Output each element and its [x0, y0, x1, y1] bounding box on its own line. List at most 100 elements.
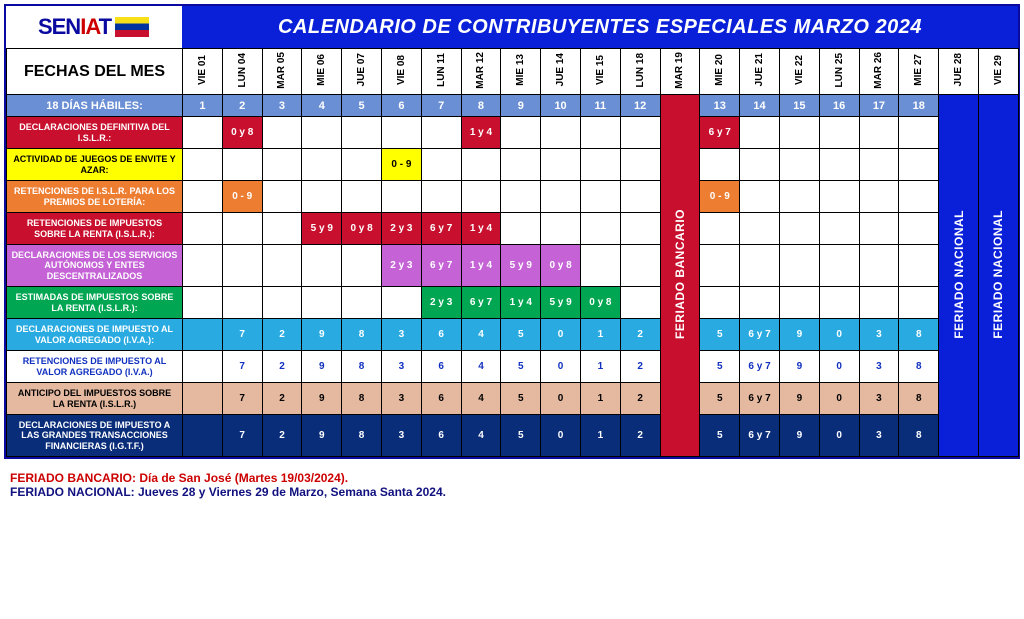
cell [740, 117, 780, 149]
cell [262, 117, 302, 149]
title-bar: SENIAT CALENDARIO DE CONTRIBUYENTES ESPE… [6, 6, 1018, 48]
cell [859, 245, 899, 287]
flag-icon [115, 17, 149, 37]
cell: 1 y 4 [501, 287, 541, 319]
cell [899, 287, 939, 319]
date-header: VIE 15 [580, 49, 620, 95]
cell: 2 [262, 383, 302, 415]
cell: 1 [580, 319, 620, 351]
cell [421, 149, 461, 181]
cell: 2 [620, 415, 660, 457]
cell: 9 [302, 319, 342, 351]
logo-sen: SEN [38, 14, 80, 39]
feriado-nacional-cell: FERIADO NACIONAL [939, 95, 979, 457]
cell [302, 181, 342, 213]
cell [859, 213, 899, 245]
cell [620, 213, 660, 245]
date-header: VIE 29 [978, 49, 1018, 95]
category-label-ret-loteria: RETENCIONES DE I.S.L.R. PARA LOS PREMIOS… [7, 181, 183, 213]
category-label-ret-iva: RETENCIONES DE IMPUESTO AL VALOR AGREGAD… [7, 351, 183, 383]
category-label-juegos: ACTIVIDAD DE JUEGOS DE ENVITE Y AZAR: [7, 149, 183, 181]
dia-habil-number: 4 [302, 95, 342, 117]
cell: 0 - 9 [700, 181, 740, 213]
cell [461, 181, 501, 213]
cell: 7 [222, 319, 262, 351]
calendar-table: FECHAS DEL MESVIE 01LUN 04MAR 05MIE 06JU… [6, 48, 1019, 457]
date-header: MIE 06 [302, 49, 342, 95]
cell: 8 [899, 319, 939, 351]
cell: 1 [580, 415, 620, 457]
cell [501, 213, 541, 245]
category-label-anticipo: ANTICIPO DEL IMPUESTOS SOBRE LA RENTA (I… [7, 383, 183, 415]
feriado-bancario-cell: FERIADO BANCARIO [660, 95, 700, 457]
cell [501, 117, 541, 149]
logo-a: IA [80, 14, 98, 39]
cell [580, 213, 620, 245]
cell [183, 181, 223, 213]
dia-habil-number: 9 [501, 95, 541, 117]
cell [421, 181, 461, 213]
cell [183, 383, 223, 415]
cell: 9 [779, 415, 819, 457]
cell: 0 y 8 [342, 213, 382, 245]
cell [580, 117, 620, 149]
cell [580, 181, 620, 213]
cell: 0 - 9 [381, 149, 421, 181]
cell: 1 y 4 [461, 213, 501, 245]
cell [779, 149, 819, 181]
date-header: MIE 13 [501, 49, 541, 95]
cell [541, 181, 581, 213]
cell: 3 [381, 351, 421, 383]
cell: 9 [302, 383, 342, 415]
cell: 9 [779, 351, 819, 383]
cell [700, 245, 740, 287]
cell: 6 y 7 [740, 383, 780, 415]
cell: 3 [859, 383, 899, 415]
cell: 1 [580, 383, 620, 415]
cell: 2 [620, 383, 660, 415]
cell: 2 [262, 351, 302, 383]
cell [381, 287, 421, 319]
cell [183, 213, 223, 245]
cell [740, 287, 780, 319]
cell: 4 [461, 383, 501, 415]
date-header: VIE 08 [381, 49, 421, 95]
dia-habil-number: 5 [342, 95, 382, 117]
cell: 7 [222, 383, 262, 415]
cell: 5 [700, 319, 740, 351]
cell: 5 [700, 383, 740, 415]
cell: 0 [819, 383, 859, 415]
cell [859, 181, 899, 213]
cell: 0 [541, 319, 581, 351]
cell: 8 [899, 383, 939, 415]
cell [183, 117, 223, 149]
cell [819, 117, 859, 149]
calendar-container: SENIAT CALENDARIO DE CONTRIBUYENTES ESPE… [4, 4, 1020, 459]
footnotes: FERIADO BANCARIO: Día de San José (Marte… [0, 463, 1024, 513]
cell [859, 117, 899, 149]
cell: 6 y 7 [461, 287, 501, 319]
category-label-igtf: DECLARACIONES DE IMPUESTO A LAS GRANDES … [7, 415, 183, 457]
date-header: MIE 27 [899, 49, 939, 95]
cell: 3 [859, 319, 899, 351]
cell [541, 149, 581, 181]
cell [262, 287, 302, 319]
cell [222, 213, 262, 245]
date-header: MAR 12 [461, 49, 501, 95]
cell: 1 [580, 351, 620, 383]
cell [302, 117, 342, 149]
cell [501, 181, 541, 213]
cell [819, 181, 859, 213]
cell [620, 287, 660, 319]
cell [859, 287, 899, 319]
page-title: CALENDARIO DE CONTRIBUYENTES ESPECIALES … [182, 16, 1018, 39]
cell [700, 149, 740, 181]
cell: 5 y 9 [302, 213, 342, 245]
cell: 5 [501, 383, 541, 415]
cell: 8 [342, 415, 382, 457]
cell: 0 - 9 [222, 181, 262, 213]
cell [819, 149, 859, 181]
cell [342, 181, 382, 213]
cell: 0 y 8 [222, 117, 262, 149]
cell [342, 117, 382, 149]
